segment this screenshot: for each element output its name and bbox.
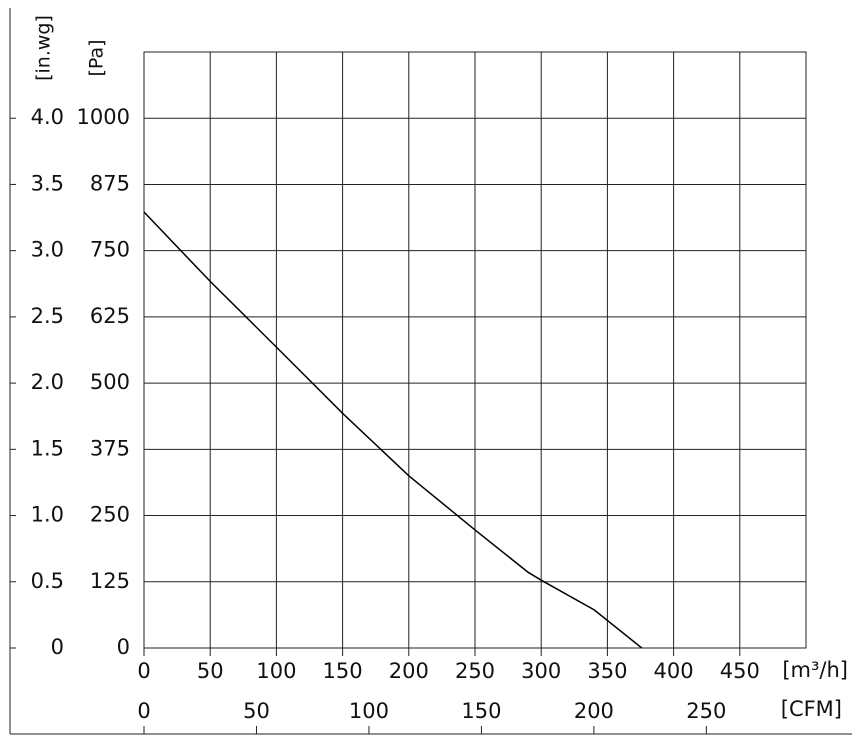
x2-tick-label: 250 — [686, 699, 726, 723]
y-tick-label: 750 — [90, 238, 130, 262]
curve — [143, 211, 643, 649]
y2-axis-label: [in.wg] — [33, 15, 55, 81]
y2-tick-label: 0.5 — [31, 569, 64, 593]
x2-tick-label: 0 — [137, 699, 150, 723]
y2-tick-label: 1.0 — [31, 503, 64, 527]
x2-axis-label: [CFM] — [781, 697, 842, 721]
y-tick-label: 625 — [90, 304, 130, 328]
x-axis-label: [m³/h] — [782, 658, 848, 682]
x2-tick-label: 200 — [574, 699, 614, 723]
x-tick-label: 50 — [197, 659, 224, 683]
y2-tick-label: 2.0 — [31, 370, 64, 394]
y-tick-label: 500 — [90, 370, 130, 394]
y-tick-label: 0 — [117, 635, 130, 659]
x-tick-label: 250 — [455, 659, 495, 683]
x-tick-label: 450 — [720, 659, 760, 683]
x2-tick-label: 50 — [243, 699, 270, 723]
y2-tick-label: 1.5 — [31, 436, 64, 460]
x-tick-label: 200 — [389, 659, 429, 683]
x-tick-label: 150 — [323, 659, 363, 683]
y-tick-label: 875 — [90, 171, 130, 195]
y2-tick-label: 2.5 — [31, 304, 64, 328]
x-tick-label: 400 — [654, 659, 694, 683]
x-tick-label: 300 — [521, 659, 561, 683]
y2-tick-label: 3.5 — [31, 171, 64, 195]
x2-tick-label: 150 — [461, 699, 501, 723]
y-tick-label: 250 — [90, 503, 130, 527]
x-tick-label: 350 — [587, 659, 627, 683]
y-tick-label: 1000 — [77, 105, 130, 129]
x-tick-label: 0 — [137, 659, 150, 683]
y2-tick-label: 0 — [51, 635, 64, 659]
x2-tick-label: 100 — [349, 699, 389, 723]
y-axis-label: [Pa] — [86, 39, 108, 76]
y-tick-label: 375 — [90, 436, 130, 460]
x-tick-label: 100 — [256, 659, 296, 683]
y2-tick-label: 4.0 — [31, 105, 64, 129]
y-tick-label: 125 — [90, 569, 130, 593]
y2-tick-label: 3.0 — [31, 238, 64, 262]
